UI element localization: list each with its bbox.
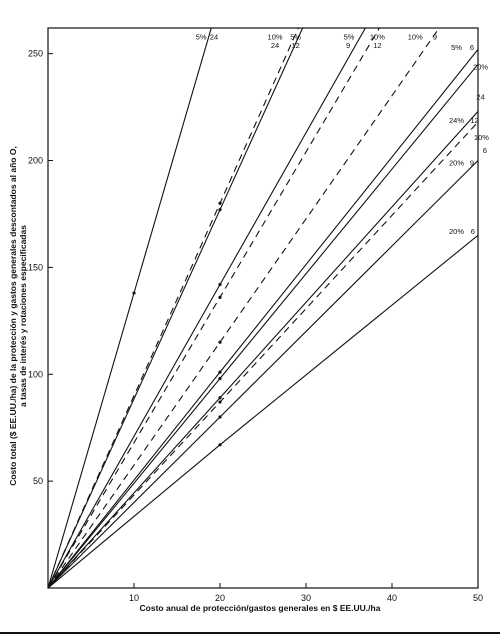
series-annotation: 6 (471, 227, 475, 236)
series-annotation: 24 (476, 92, 484, 101)
data-point (218, 370, 222, 374)
plot-border (47, 27, 479, 589)
series-annotation: 24 (271, 41, 279, 50)
x-tick-label: 40 (387, 593, 397, 603)
x-tick-label: 50 (473, 593, 483, 603)
series-annotation: 5% (290, 33, 301, 42)
data-point (218, 396, 222, 400)
series-annotation: 5% (344, 33, 355, 42)
y-tick-label: 200 (28, 156, 43, 166)
axis-ticks: 10 20 30 40 50 50 100 150 200 250 (28, 49, 483, 603)
data-point (218, 400, 222, 404)
y-tick-label: 100 (28, 369, 43, 379)
series-annotation: 12 (470, 116, 478, 125)
data-point (218, 282, 222, 287)
series-annotation: 10% (408, 33, 423, 42)
x-tick-label: 20 (215, 593, 225, 603)
series-line-8 (48, 63, 478, 588)
data-point (218, 208, 222, 212)
bottom-rule (0, 632, 500, 634)
series-annotation: 20% (449, 227, 464, 236)
series-line-12 (48, 234, 478, 588)
series-annotation: 9 (433, 33, 437, 42)
plot-frame (47, 27, 479, 589)
y-tick-label: 50 (33, 476, 43, 486)
series-line-9 (48, 111, 478, 588)
series-annotation: 9 (346, 41, 350, 50)
series-line-6 (48, 28, 440, 588)
series-line-10 (48, 121, 478, 588)
y-tick-label: 250 (28, 49, 43, 59)
y-axis-label: Costo total ($ EE.UU./ha) de la protecci… (8, 146, 28, 486)
series-annotation: 24% (449, 116, 464, 125)
series-annotation: 20% (473, 62, 488, 71)
data-point (218, 443, 222, 447)
data-point (218, 376, 222, 381)
data-point (218, 340, 222, 344)
series-annotation: 12 (292, 41, 300, 50)
data-point (218, 295, 222, 299)
series-annotation: 10% (370, 33, 385, 42)
series-annotation: 10% (474, 133, 489, 142)
x-tick-label: 30 (301, 593, 311, 603)
series-annotation: 9 (470, 159, 474, 168)
x-axis-label: Costo anual de protección/gastos general… (140, 603, 381, 613)
series-annotation: 20% (449, 159, 464, 168)
data-point (132, 291, 136, 295)
series-annotation: 6 (483, 146, 487, 155)
data-point (218, 415, 222, 419)
series-annotation: 24 (210, 33, 218, 42)
series-annotation: 12 (373, 41, 381, 50)
data-point (218, 201, 222, 205)
series-annotation: 5% (451, 43, 462, 52)
y-tick-label: 150 (28, 262, 43, 272)
data-points (132, 201, 222, 447)
x-tick-label: 10 (129, 593, 139, 603)
series-line-7 (48, 49, 478, 588)
series-annotation: 10% (268, 33, 283, 42)
series-layer (48, 28, 478, 588)
series-annotation: 6 (470, 43, 474, 52)
series-annotation: 5% (196, 33, 207, 42)
